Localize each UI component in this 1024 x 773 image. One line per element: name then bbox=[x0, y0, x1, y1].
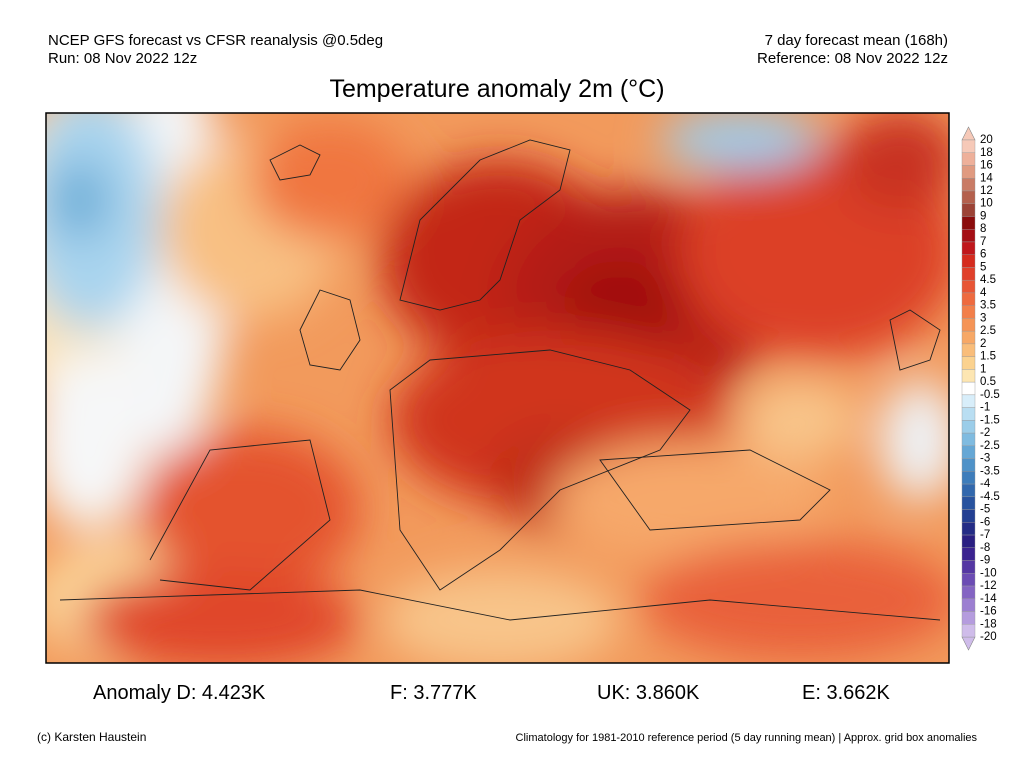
colorbar-label: -12 bbox=[980, 580, 997, 592]
colorbar-segment bbox=[961, 483, 976, 498]
colorbar-segment bbox=[961, 420, 976, 434]
footer-right: Climatology for 1981-2010 reference peri… bbox=[516, 732, 978, 744]
colorbar-segment bbox=[961, 407, 976, 421]
colorbar-segment bbox=[961, 267, 976, 281]
colorbar-label: 7 bbox=[980, 236, 986, 248]
colorbar-segment bbox=[961, 343, 976, 357]
colorbar-segment bbox=[961, 458, 976, 472]
map bbox=[46, 113, 949, 663]
colorbar-segment bbox=[961, 573, 976, 587]
colorbar-label: -3.5 bbox=[980, 465, 1000, 477]
colorbar-segment bbox=[961, 445, 976, 459]
colorbar-segment bbox=[961, 432, 976, 447]
footer-left: (c) Karsten Haustein bbox=[37, 730, 146, 744]
colorbar-label: -16 bbox=[980, 606, 997, 618]
colorbar-segment bbox=[961, 356, 976, 370]
colorbar-label: 5 bbox=[980, 261, 986, 273]
colorbar-label: -10 bbox=[980, 567, 997, 579]
colorbar-segment bbox=[961, 165, 976, 179]
colorbar-label: 12 bbox=[980, 185, 993, 197]
colorbar-label: -9 bbox=[980, 555, 990, 567]
colorbar-segment bbox=[961, 509, 976, 523]
colorbar-segment bbox=[961, 229, 976, 243]
colorbar-segment bbox=[961, 178, 976, 192]
colorbar-segment bbox=[961, 241, 976, 255]
colorbar-segment bbox=[961, 139, 976, 153]
colorbar-label: -5 bbox=[980, 504, 990, 516]
colorbar-segment bbox=[961, 522, 976, 536]
colorbar-label: 10 bbox=[980, 198, 993, 210]
colorbar-label: 2 bbox=[980, 338, 986, 350]
colorbar-segment bbox=[961, 381, 976, 396]
colorbar-label: -2.5 bbox=[980, 440, 1000, 452]
colorbar-label: 20 bbox=[980, 134, 993, 146]
colorbar-label: 1 bbox=[980, 363, 986, 375]
colorbar-label: 18 bbox=[980, 147, 993, 159]
colorbar-label: -18 bbox=[980, 618, 997, 630]
stat-d: Anomaly D: 4.423K bbox=[93, 682, 266, 704]
colorbar-segment bbox=[961, 369, 976, 383]
colorbar-label: 16 bbox=[980, 160, 993, 172]
title: Temperature anomaly 2m (°C) bbox=[329, 75, 664, 103]
colorbar-label: -14 bbox=[980, 593, 997, 605]
colorbar-segment bbox=[961, 547, 976, 561]
colorbar-label: -7 bbox=[980, 529, 990, 541]
colorbar-label: 4 bbox=[980, 287, 987, 299]
map-frame bbox=[45, 112, 950, 664]
colorbar-label: -2 bbox=[980, 427, 990, 439]
colorbar-segment bbox=[961, 534, 976, 548]
colorbar-segment bbox=[961, 585, 976, 599]
colorbar-label: -3 bbox=[980, 453, 990, 465]
colorbar-segment bbox=[961, 330, 976, 345]
colorbar-label: -1 bbox=[980, 402, 990, 414]
colorbar-segment bbox=[961, 203, 976, 217]
colorbar-segment bbox=[961, 318, 976, 332]
colorbar-label: 14 bbox=[980, 172, 993, 184]
colorbar-segment bbox=[961, 598, 976, 612]
colorbar-segment bbox=[961, 394, 976, 408]
colorbar-segment bbox=[961, 279, 976, 294]
colorbar-label: 8 bbox=[980, 223, 986, 235]
colorbar-segment bbox=[961, 305, 976, 319]
colorbar: 201816141210987654.543.532.521.510.5-0.5… bbox=[961, 126, 1000, 651]
colorbar-segment bbox=[961, 496, 976, 510]
colorbar-label: 0.5 bbox=[980, 376, 996, 388]
colorbar-segment bbox=[961, 216, 976, 230]
colorbar-label: -1.5 bbox=[980, 414, 1000, 426]
colorbar-label: -4 bbox=[980, 478, 991, 490]
header-left-1: NCEP GFS forecast vs CFSR reanalysis @0.… bbox=[48, 32, 383, 49]
colorbar-segment bbox=[961, 560, 976, 574]
colorbar-label: 6 bbox=[980, 249, 986, 261]
header-right-2: Reference: 08 Nov 2022 12z bbox=[757, 50, 948, 67]
colorbar-segment bbox=[961, 611, 976, 625]
colorbar-segment bbox=[961, 190, 976, 204]
colorbar-arrow-bottom bbox=[961, 636, 976, 651]
colorbar-label: 1.5 bbox=[980, 351, 996, 363]
colorbar-segment bbox=[961, 292, 976, 306]
colorbar-label: 3 bbox=[980, 312, 986, 324]
header-left-2: Run: 08 Nov 2022 12z bbox=[48, 50, 197, 67]
colorbar-label: 9 bbox=[980, 210, 986, 222]
colorbar-label: 2.5 bbox=[980, 325, 996, 337]
colorbar-label: -4.5 bbox=[980, 491, 1000, 503]
colorbar-label: -8 bbox=[980, 542, 990, 554]
stat-f: F: 3.777K bbox=[390, 682, 477, 704]
colorbar-segment bbox=[961, 624, 976, 638]
colorbar-arrow-top bbox=[961, 126, 976, 141]
stat-e: E: 3.662K bbox=[802, 682, 891, 704]
colorbar-label: 3.5 bbox=[980, 300, 996, 312]
colorbar-label: 4.5 bbox=[980, 274, 996, 286]
colorbar-segment bbox=[961, 152, 976, 166]
colorbar-label: -0.5 bbox=[980, 389, 1000, 401]
header-right-1: 7 day forecast mean (168h) bbox=[765, 32, 948, 49]
colorbar-label: -20 bbox=[980, 631, 997, 643]
colorbar-label: -6 bbox=[980, 516, 990, 528]
stat-uk: UK: 3.860K bbox=[597, 682, 700, 704]
colorbar-segment bbox=[961, 254, 976, 268]
colorbar-segment bbox=[961, 471, 976, 485]
